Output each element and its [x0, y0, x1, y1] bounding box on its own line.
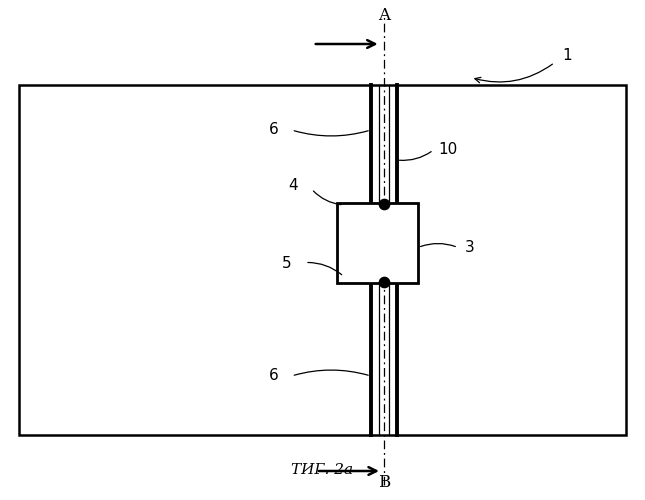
Point [379, 278, 389, 285]
Text: 6: 6 [269, 368, 279, 384]
Text: 5: 5 [283, 256, 292, 271]
Text: ΤИГ. 2a: ΤИГ. 2a [292, 463, 353, 477]
Bar [19, 85, 626, 435]
Bar [337, 202, 418, 282]
Text: A: A [379, 7, 390, 24]
Point [379, 200, 389, 207]
Text: 4: 4 [289, 178, 298, 194]
Text: 3: 3 [464, 240, 474, 255]
Text: 10: 10 [439, 142, 458, 158]
Text: 6: 6 [269, 122, 279, 138]
Text: B: B [379, 474, 390, 491]
Text: 1: 1 [563, 48, 572, 62]
